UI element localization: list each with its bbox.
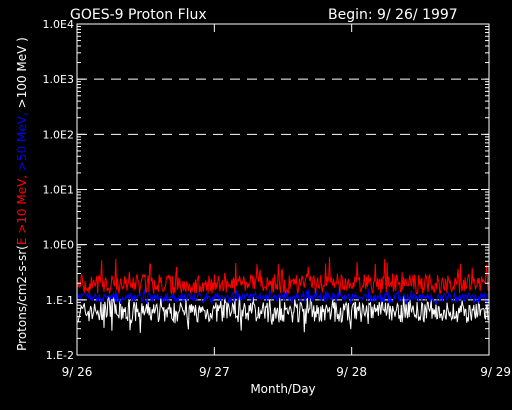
y-tick-label: 1.E-2 bbox=[46, 349, 74, 362]
x-tick-label: 9/ 29 bbox=[480, 365, 511, 379]
series-layer bbox=[77, 257, 489, 333]
y-tick-label: 1.0E1 bbox=[43, 184, 74, 197]
grid-lines bbox=[77, 78, 489, 301]
y-tick-label: 1.0E4 bbox=[43, 18, 74, 31]
y-axis-label-part: >100 MeV ) bbox=[15, 37, 29, 108]
x-tick-label: 9/ 26 bbox=[62, 365, 93, 379]
begin-date-label: Begin: 9/ 26/ 1997 bbox=[328, 7, 458, 23]
x-tick-label: 9/ 28 bbox=[336, 365, 367, 379]
y-tick-label: 1.0E3 bbox=[43, 73, 74, 86]
y-axis-ticks: 1.E-2 1.E-1 1.0E0 1.0E1 1.0E2 1.0E3 1.0E4 bbox=[43, 18, 489, 362]
y-axis-label-part: Protons/cm2-s-sr( bbox=[15, 245, 29, 351]
chart-title: GOES-9 Proton Flux bbox=[70, 7, 207, 23]
y-tick-label: 1.0E2 bbox=[43, 128, 74, 141]
y-tick-label: 1.E-1 bbox=[46, 294, 74, 307]
x-axis-ticks: 9/ 26 9/ 27 9/ 28 9/ 29 bbox=[62, 24, 511, 379]
y-tick-label: 1.0E0 bbox=[43, 239, 74, 252]
x-tick-label: 9/ 27 bbox=[199, 365, 230, 379]
series-line--50-mev bbox=[77, 288, 489, 305]
y-axis-label-part: E >10 MeV, bbox=[15, 171, 29, 245]
y-axis-label: Protons/cm2-s-sr(E >10 MeV, >50 MeV, >10… bbox=[15, 37, 29, 351]
series-line--100-mev bbox=[77, 295, 489, 333]
x-axis-label: Month/Day bbox=[250, 382, 315, 396]
y-axis-label-part: >50 MeV, bbox=[15, 108, 29, 171]
series-line-e-10-mev bbox=[77, 257, 489, 295]
